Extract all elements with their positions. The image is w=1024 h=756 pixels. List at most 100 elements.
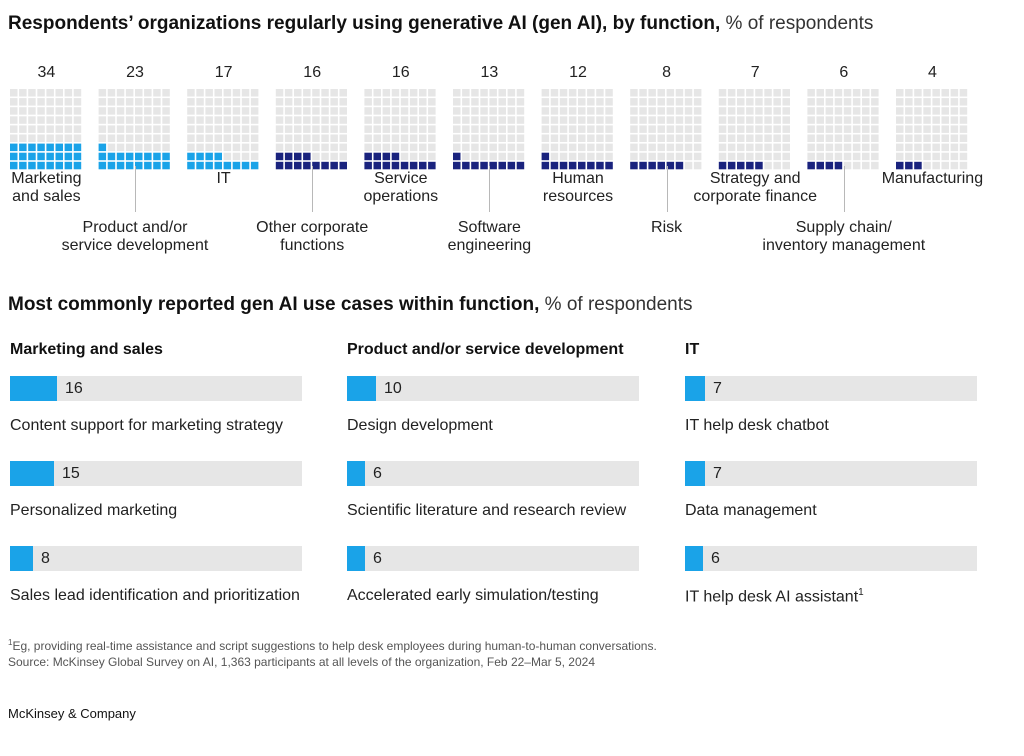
- waffle-cell-empty: [330, 89, 338, 97]
- waffle-cell-empty: [321, 98, 329, 106]
- waffle-cell-empty: [764, 89, 772, 97]
- waffle-cell-empty: [19, 134, 27, 142]
- waffle-cell-empty: [923, 125, 931, 133]
- waffle-cell-empty: [480, 98, 488, 106]
- waffle-cell-empty: [825, 134, 834, 142]
- waffle-cell-empty: [727, 125, 736, 133]
- waffle-cell-empty: [782, 134, 790, 142]
- bar-value: 10: [384, 380, 402, 397]
- waffle-3: [187, 89, 259, 170]
- waffle-cell-empty: [107, 134, 116, 142]
- waffle-cell-empty: [516, 98, 525, 106]
- waffle-cell-filled: [55, 152, 63, 161]
- waffle-cell-empty: [950, 143, 959, 152]
- waffle-cell-empty: [675, 152, 684, 161]
- waffle-cell-empty: [568, 98, 577, 106]
- waffle-cell-filled: [471, 161, 479, 170]
- bar-label-text: Sales lead identification and prioritiza…: [10, 587, 300, 604]
- waffle-cell-empty: [587, 98, 595, 106]
- waffle-cell-empty: [862, 89, 870, 97]
- waffle-cell-empty: [391, 107, 400, 115]
- waffle-cell-empty: [489, 134, 497, 142]
- waffle-cell-empty: [46, 125, 54, 133]
- waffle-cell-empty: [382, 143, 391, 152]
- waffle-cell-empty: [55, 98, 63, 106]
- waffle-cell-empty: [462, 152, 470, 161]
- waffle-cell-empty: [816, 107, 824, 115]
- waffle-cell-empty: [541, 98, 550, 106]
- waffle-cell-empty: [737, 116, 745, 124]
- bar: [347, 461, 365, 486]
- waffle-cell-empty: [284, 116, 293, 124]
- waffle-cell-empty: [746, 143, 754, 152]
- waffle-cell-empty: [684, 143, 693, 152]
- waffle-cell-empty: [223, 125, 232, 133]
- waffle-cell-empty: [462, 116, 470, 124]
- waffle-cell-empty: [807, 152, 815, 161]
- waffle-cell-empty: [471, 134, 479, 142]
- waffle-cell-filled: [144, 152, 152, 161]
- waffle-cell-filled: [816, 161, 824, 170]
- bar: [347, 376, 376, 401]
- waffle-cell-empty: [428, 98, 436, 106]
- waffle-cell-empty: [568, 107, 577, 115]
- waffle-cell-empty: [843, 161, 852, 170]
- waffle-cell-empty: [400, 143, 409, 152]
- waffle-cell-empty: [321, 107, 329, 115]
- waffle-cell-empty: [871, 134, 879, 142]
- waffle-cell-empty: [196, 89, 204, 97]
- waffle-cell-empty: [630, 89, 638, 97]
- waffle-cell-empty: [64, 89, 73, 97]
- waffle-cell-empty: [64, 125, 73, 133]
- waffle-cell-empty: [294, 125, 302, 133]
- waffle-cell-empty: [321, 152, 329, 161]
- waffle-cell-empty: [959, 152, 968, 161]
- waffle-cell-empty: [241, 107, 250, 115]
- waffle-cell-empty: [718, 89, 727, 97]
- waffle-cell-empty: [144, 143, 152, 152]
- waffle-cell-filled: [214, 161, 222, 170]
- waffle-cell-empty: [232, 116, 241, 124]
- waffle-cell-empty: [55, 134, 63, 142]
- waffle-cell-empty: [684, 134, 693, 142]
- waffle-cell-empty: [223, 116, 232, 124]
- bar-value: 15: [62, 465, 80, 482]
- waffle-cell-empty: [755, 107, 763, 115]
- waffle-cell-empty: [116, 143, 125, 152]
- waffle-cell-empty: [718, 143, 727, 152]
- bar: [10, 546, 33, 571]
- waffle-cell-empty: [755, 89, 763, 97]
- waffle-cell-empty: [250, 107, 259, 115]
- waffle-cell-empty: [807, 134, 815, 142]
- waffle-cell-empty: [657, 125, 665, 133]
- waffle-cell-empty: [135, 134, 143, 142]
- waffle-cell-empty: [498, 125, 506, 133]
- waffle-label: IT: [216, 170, 230, 188]
- waffle-cell-empty: [364, 125, 372, 133]
- waffle-cell-empty: [205, 134, 213, 142]
- waffle-cell-empty: [932, 98, 940, 106]
- waffle-cell-empty: [153, 107, 161, 115]
- waffle-cell-empty: [862, 134, 870, 142]
- waffle-cell-empty: [330, 107, 338, 115]
- waffle-cell-filled: [639, 161, 647, 170]
- waffle-cell-empty: [453, 98, 461, 106]
- waffle-cell-empty: [373, 107, 381, 115]
- waffle-cell-empty: [578, 125, 586, 133]
- waffle-label-line: Manufacturing: [881, 170, 984, 187]
- waffle-cell-filled: [232, 161, 241, 170]
- waffle-cell-empty: [284, 89, 293, 97]
- waffle-cell-empty: [409, 89, 418, 97]
- waffle-cell-filled: [596, 161, 604, 170]
- waffle-cell-empty: [807, 116, 815, 124]
- waffle-cell-empty: [480, 152, 488, 161]
- waffle-cell-empty: [10, 134, 18, 142]
- waffle-cell-empty: [330, 125, 338, 133]
- chart2-title-main: Most commonly reported gen AI use cases …: [8, 294, 540, 315]
- waffle-cell-empty: [428, 143, 436, 152]
- waffle-cell-filled: [10, 143, 18, 152]
- waffle-cell-empty: [914, 125, 922, 133]
- waffle-cell-empty: [28, 125, 36, 133]
- waffle-cell-empty: [232, 98, 241, 106]
- waffle-cell-empty: [718, 98, 727, 106]
